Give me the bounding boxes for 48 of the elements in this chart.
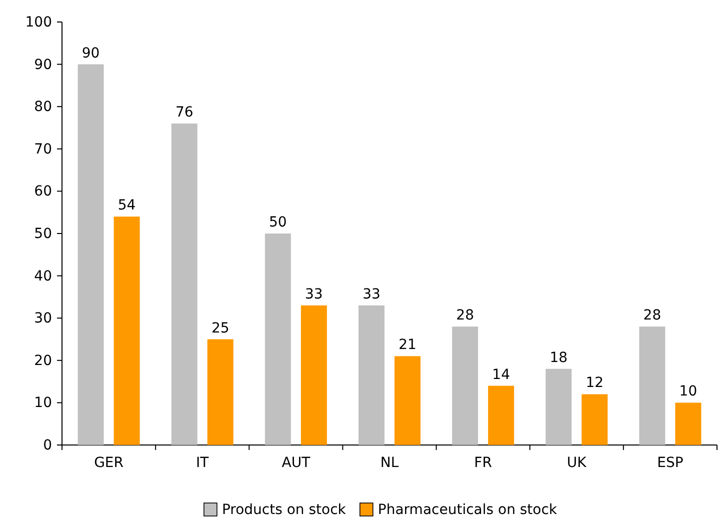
bar bbox=[639, 326, 666, 445]
y-tick-label: 70 bbox=[34, 141, 52, 158]
y-tick-label: 20 bbox=[34, 352, 52, 369]
data-label: 10 bbox=[679, 384, 698, 400]
x-tick-label: FR bbox=[474, 454, 492, 471]
bar bbox=[358, 305, 384, 445]
legend-label: Pharmaceuticals on stock bbox=[378, 502, 558, 518]
x-tick-label: AUT bbox=[282, 454, 311, 471]
data-label: 33 bbox=[362, 286, 380, 302]
y-tick-label: 80 bbox=[34, 99, 52, 116]
bar bbox=[452, 326, 478, 445]
bar bbox=[675, 402, 702, 445]
y-tick-label: 100 bbox=[25, 14, 52, 30]
data-label: 12 bbox=[586, 375, 604, 392]
data-label: 28 bbox=[456, 308, 474, 324]
bar bbox=[394, 356, 420, 445]
y-tick-label: 30 bbox=[34, 310, 52, 327]
x-tick-label: NL bbox=[380, 454, 399, 471]
x-tick-label: GER bbox=[94, 454, 124, 471]
bar bbox=[171, 124, 198, 445]
y-tick-label: 0 bbox=[43, 437, 52, 454]
y-tick-label: 40 bbox=[34, 268, 52, 284]
x-tick-label: ESP bbox=[657, 454, 684, 471]
data-label: 50 bbox=[269, 214, 287, 230]
bar bbox=[207, 339, 234, 445]
bar bbox=[582, 394, 608, 445]
data-label: 90 bbox=[82, 45, 100, 62]
x-tick-label: IT bbox=[196, 454, 210, 471]
y-tick-label: 60 bbox=[34, 184, 52, 200]
bar bbox=[300, 305, 327, 445]
y-tick-label: 90 bbox=[34, 56, 52, 73]
bar bbox=[264, 234, 291, 445]
x-tick-label: UK bbox=[566, 454, 588, 471]
legend-label: Products on stock bbox=[222, 502, 347, 518]
bar bbox=[78, 64, 104, 445]
data-label: 21 bbox=[398, 337, 416, 354]
data-label: 33 bbox=[305, 286, 323, 302]
data-label: 76 bbox=[175, 104, 194, 121]
data-label: 25 bbox=[211, 320, 230, 336]
y-tick-label: 50 bbox=[34, 226, 52, 242]
bar bbox=[546, 368, 572, 445]
bar bbox=[114, 216, 140, 445]
y-tick-label: 10 bbox=[34, 395, 52, 412]
data-label: 28 bbox=[643, 308, 662, 324]
data-label: 14 bbox=[492, 366, 510, 383]
data-label: 18 bbox=[550, 350, 568, 366]
data-label: 54 bbox=[118, 198, 136, 214]
bar bbox=[488, 386, 514, 445]
